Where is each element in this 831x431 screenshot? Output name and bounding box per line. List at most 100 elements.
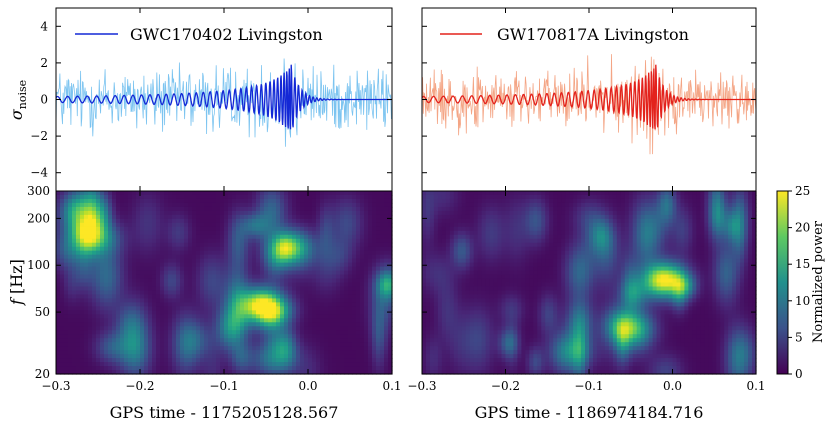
heat-cell (152, 294, 157, 300)
heat-cell (108, 330, 113, 335)
heat-cell (164, 298, 169, 303)
heat-cell (72, 266, 77, 272)
heat-cell (248, 266, 253, 272)
heat-cell (422, 314, 427, 319)
heat-cell (328, 202, 333, 208)
heat-cell (352, 326, 357, 331)
heat-cell (140, 194, 145, 200)
heat-cell (88, 198, 93, 204)
heat-cell (60, 314, 65, 319)
heat-cell (433, 350, 439, 355)
heat-cell (501, 198, 507, 204)
heat-cell (376, 342, 381, 347)
heat-cell (160, 338, 165, 343)
heat-cell (64, 274, 69, 280)
heat-cell (148, 222, 153, 228)
heat-cell (220, 282, 225, 288)
heat-cell (300, 314, 305, 319)
heat-cell (296, 346, 301, 351)
heat-cell (441, 242, 447, 248)
heat-cell (156, 274, 161, 280)
heat-cell (124, 346, 129, 351)
heat-cell (292, 358, 297, 363)
heat-cell (433, 322, 439, 327)
heat-cell (220, 294, 225, 300)
heat-cell (296, 362, 301, 367)
heat-cell (441, 302, 447, 307)
heat-cell (264, 314, 269, 319)
heat-cell (148, 366, 153, 371)
heat-cell (288, 238, 293, 244)
heat-cell (68, 206, 73, 212)
heat-cell (120, 286, 125, 292)
heat-cell (184, 270, 189, 276)
heat-cell (92, 270, 97, 276)
heat-cell (168, 306, 173, 311)
heat-cell (320, 270, 325, 276)
heat-cell (304, 238, 309, 244)
heat-cell (284, 338, 289, 343)
heat-cell (336, 294, 341, 300)
heat-cell (168, 266, 173, 272)
heat-cell (425, 238, 431, 244)
heat-cell (288, 222, 293, 228)
heat-cell (68, 194, 73, 200)
heat-cell (384, 238, 389, 244)
heat-cell (84, 246, 89, 252)
heat-cell (425, 282, 431, 288)
heat-cell (485, 286, 491, 292)
heat-cell (457, 270, 463, 276)
heat-cell (356, 298, 361, 303)
heat-cell (80, 350, 85, 355)
heat-cell (384, 194, 389, 200)
heat-cell (272, 262, 277, 268)
heat-cell (244, 334, 249, 339)
heat-cell (268, 234, 273, 240)
heat-cell (473, 362, 479, 367)
heat-cell (168, 346, 173, 351)
heat-cell (356, 270, 361, 276)
heat-cell (116, 306, 121, 311)
heat-cell (288, 314, 293, 319)
heat-cell (324, 242, 329, 248)
heat-cell (64, 230, 69, 236)
heat-cell (184, 222, 189, 228)
heat-cell (236, 214, 241, 220)
heat-cell (288, 258, 293, 264)
heat-cell (224, 286, 229, 292)
heat-cell (156, 322, 161, 327)
heat-cell (240, 270, 245, 276)
heat-cell (164, 350, 169, 355)
heat-cell (112, 198, 117, 204)
heat-cell (284, 346, 289, 351)
heat-cell (380, 290, 385, 296)
heat-cell (344, 218, 349, 224)
heat-cell (364, 230, 369, 236)
heat-cell (493, 330, 499, 335)
heat-cell (445, 214, 451, 220)
heat-cell (356, 258, 361, 264)
heat-cell (148, 218, 153, 224)
heat-cell (248, 246, 253, 252)
heat-cell (172, 302, 177, 307)
heat-cell (152, 330, 157, 335)
heat-cell (200, 230, 205, 236)
heat-cell (184, 322, 189, 327)
heat-cell (449, 258, 455, 264)
heat-cell (453, 310, 459, 315)
heat-cell (320, 350, 325, 355)
heat-cell (56, 302, 61, 307)
heat-cell (80, 294, 85, 300)
heat-cell (224, 202, 229, 208)
heat-cell (501, 230, 507, 236)
heat-cell (140, 246, 145, 252)
heat-cell (180, 362, 185, 367)
heat-cell (80, 250, 85, 256)
heat-cell (124, 290, 129, 296)
heat-cell (148, 362, 153, 367)
heat-cell (437, 242, 443, 248)
heat-cell (505, 250, 511, 256)
heat-cell (104, 290, 109, 296)
heat-cell (292, 266, 297, 272)
heat-cell (356, 198, 361, 204)
